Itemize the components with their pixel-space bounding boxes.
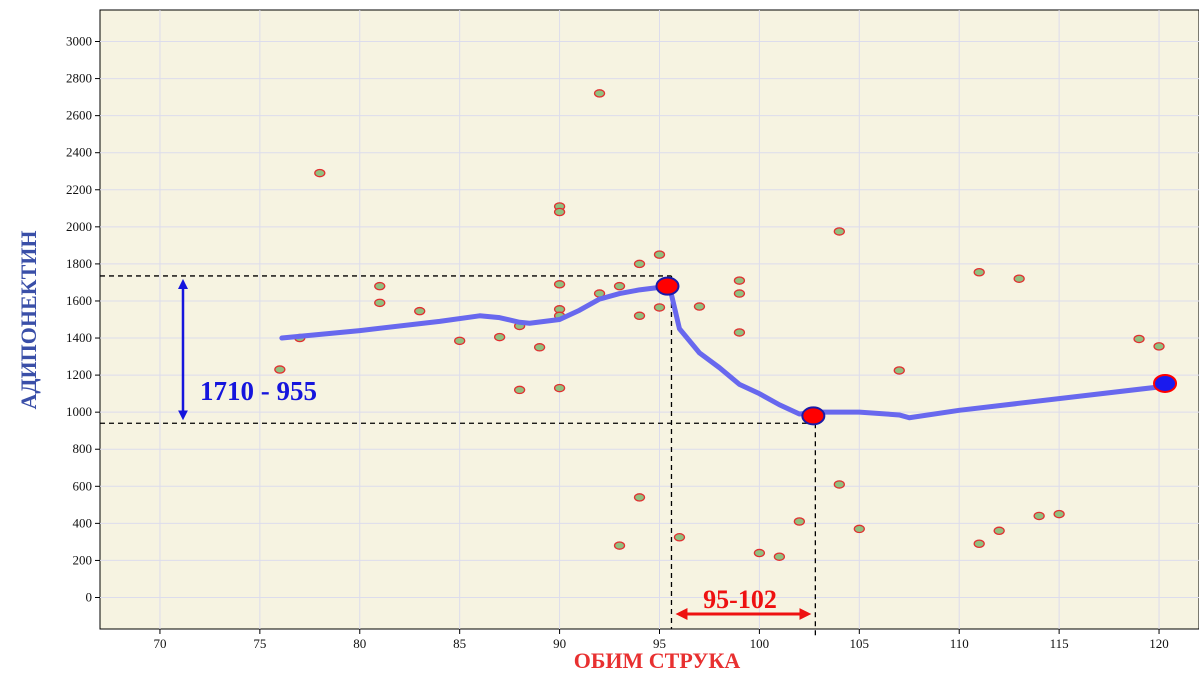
- data-point: [833, 480, 845, 489]
- data-point: [973, 267, 985, 277]
- y-tick-label: 2200: [66, 182, 92, 197]
- x-axis-title: ОБИМ СТРУКА: [574, 648, 741, 673]
- x-tick-label: 100: [750, 636, 770, 651]
- tick-labels: 70 75 80 85 90 95 100 105 110 115 1200200400600800…: [66, 34, 1169, 651]
- data-point: [733, 328, 746, 337]
- data-point: [1033, 511, 1045, 521]
- data-point: [693, 302, 706, 311]
- y-tick-label: 800: [73, 441, 93, 456]
- data-point: [833, 227, 845, 236]
- x-tick-label: 110: [950, 636, 969, 651]
- x-tick-label: 85: [453, 636, 466, 651]
- x-tick-label: 90: [553, 636, 566, 651]
- y-tick-label: 2600: [66, 108, 92, 123]
- data-point: [653, 250, 666, 259]
- data-point: [673, 533, 686, 542]
- x-tick-label: 75: [253, 636, 266, 651]
- highlight-markers: [655, 276, 1178, 426]
- y-range-label: 1710 - 955: [200, 376, 317, 406]
- x-tick-label: 80: [353, 636, 366, 651]
- data-point: [853, 524, 865, 534]
- data-point: [454, 336, 466, 346]
- data-point: [613, 281, 626, 291]
- highlight-marker: [655, 276, 680, 296]
- y-tick-label: 200: [73, 552, 93, 567]
- x-tick-label: 70: [153, 636, 166, 651]
- data-point: [633, 311, 646, 321]
- x-tick-label: 120: [1149, 636, 1169, 651]
- data-point: [314, 168, 326, 178]
- data-point: [553, 280, 566, 289]
- y-tick-label: 3000: [66, 34, 92, 49]
- data-point: [374, 298, 386, 308]
- x-tick-label: 105: [850, 636, 870, 651]
- trend-line-group: [279, 283, 1168, 421]
- data-point: [793, 517, 806, 526]
- data-point: [653, 303, 666, 312]
- x-range-label: 95-102: [703, 585, 777, 614]
- y-tick-label: 1600: [66, 293, 92, 308]
- y-tick-label: 600: [73, 478, 93, 493]
- y-tick-label: 2800: [66, 71, 92, 86]
- data-point: [553, 383, 566, 393]
- data-point: [374, 281, 386, 291]
- data-point: [1153, 342, 1165, 351]
- grid: [100, 10, 1199, 629]
- y-tick-label: 1000: [66, 404, 92, 419]
- data-point: [633, 259, 646, 269]
- data-point: [893, 366, 905, 375]
- axes: [95, 41, 1160, 634]
- data-point: [1053, 509, 1065, 519]
- y-tick-label: 1200: [66, 367, 92, 382]
- highlight-marker: [801, 406, 826, 426]
- data-point: [1013, 274, 1025, 283]
- y-tick-label: 1400: [66, 330, 92, 345]
- data-point: [733, 276, 746, 285]
- data-point: [613, 541, 626, 550]
- x-tick-label: 115: [1050, 636, 1069, 651]
- data-point: [533, 343, 546, 352]
- data-point: [493, 332, 506, 342]
- x-tick-label: 95: [653, 636, 666, 651]
- data-point: [593, 89, 606, 98]
- data-point: [513, 385, 526, 395]
- y-tick-label: 2000: [66, 219, 92, 234]
- reference-lines: [100, 275, 816, 639]
- data-point: [553, 207, 566, 217]
- data-point: [993, 526, 1005, 536]
- plot-area: [99, 9, 1199, 630]
- data-point: [733, 289, 746, 298]
- annotations: 1710 - 955 95-102: [178, 278, 812, 620]
- y-axis-title: АДИПОНЕКТИН: [16, 231, 41, 410]
- trend-line: [279, 283, 1168, 421]
- data-point: [633, 493, 646, 502]
- y-tick-label: 2400: [66, 145, 92, 160]
- y-tick-label: 1800: [66, 256, 92, 271]
- data-point: [274, 365, 286, 374]
- data-point: [1133, 334, 1145, 344]
- data-point: [414, 306, 426, 316]
- highlight-marker: [1153, 373, 1178, 393]
- data-point: [753, 548, 766, 558]
- data-point: [973, 539, 985, 548]
- y-tick-label: 400: [73, 515, 93, 530]
- y-tick-label: 0: [86, 589, 93, 604]
- data-point: [773, 552, 786, 561]
